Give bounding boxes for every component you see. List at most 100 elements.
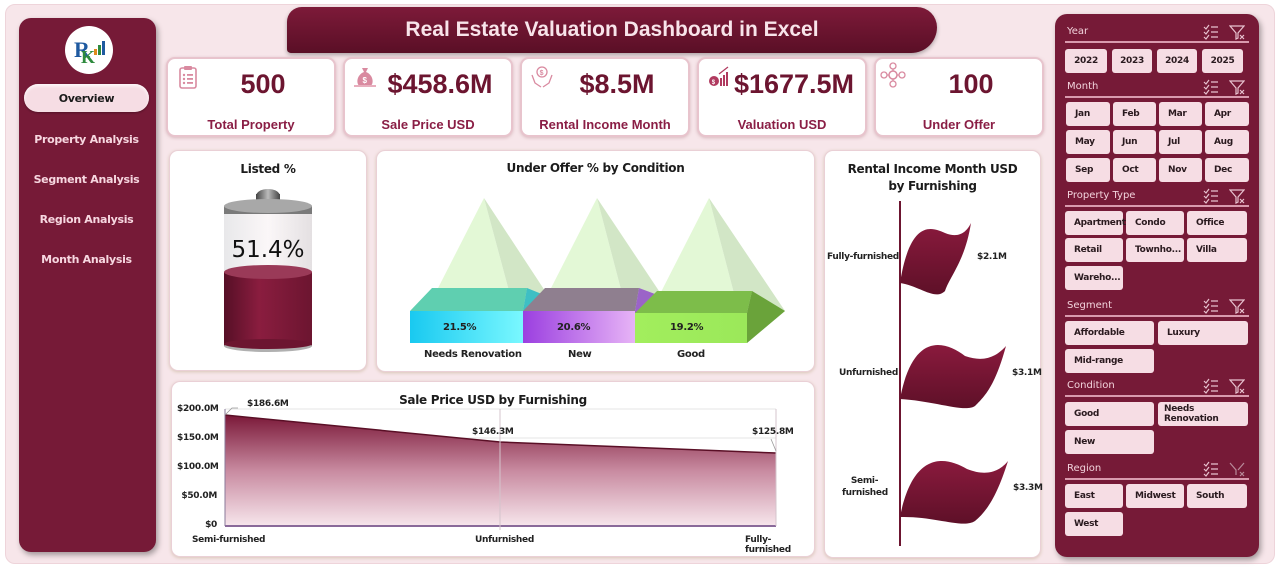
slicer-property-type-header: Property Type [1065,187,1249,207]
kpi-label: Valuation USD [737,117,827,132]
slicer-chip-segment[interactable]: Luxury [1158,321,1248,345]
slicer-chip-property-type[interactable]: Retail [1065,238,1123,262]
slicer-chip-property-type[interactable]: Condo [1126,211,1184,235]
x-tick: Unfurnished [475,535,534,545]
slicer-chip-property-type[interactable]: Wareho... [1065,266,1123,290]
nav-overview[interactable]: Overview [24,84,149,112]
logo-icon: R K [74,37,105,67]
x-tick: Fully-furnished [745,535,791,555]
kpi-label: Total Property [207,117,295,132]
slicer-chip-month[interactable]: Aug [1205,130,1249,154]
slicer-chip-property-type[interactable]: Townho... [1126,238,1184,262]
nav-month-analysis[interactable]: Month Analysis [41,252,132,266]
clear-filter-icon[interactable] [1229,461,1245,477]
slicer-chip-month[interactable]: Sep [1066,158,1110,182]
page-title: Real Estate Valuation Dashboard in Excel [287,7,937,53]
category-label: Needs Renovation [424,349,522,360]
slicer-chip-month[interactable]: May [1066,130,1110,154]
multi-select-icon[interactable] [1203,24,1219,40]
clear-filter-icon[interactable] [1229,79,1245,95]
y-tick: $0 [205,520,217,530]
multi-select-icon[interactable] [1203,461,1219,477]
slicer-condition-label: Condition [1067,380,1115,391]
under-offer-by-condition-chart: Under Offer % by Condition 21.5% 20.6% 1… [376,150,815,372]
slicer-chip-property-type[interactable]: Villa [1187,238,1247,262]
svg-text:$: $ [540,70,544,77]
sale-price-by-furnishing-chart: Sale Price USD by Furnishing $200.0M $15… [171,381,815,557]
slicer-segment-label: Segment [1067,300,1112,311]
slicer-chip-month[interactable]: Jan [1066,102,1110,126]
kpi-value: $1677.5M [733,69,855,99]
slicer-chip-month[interactable]: Feb [1113,102,1156,126]
multi-select-icon[interactable] [1203,79,1219,95]
slicer-chip-year[interactable]: 2025 [1202,49,1243,73]
nav-property-analysis[interactable]: Property Analysis [34,132,139,146]
slicer-chip-year[interactable]: 2023 [1112,49,1152,73]
multi-select-icon[interactable] [1203,298,1219,314]
slicer-chip-segment[interactable]: Mid-range [1065,349,1154,373]
nav-region-analysis[interactable]: Region Analysis [39,212,134,226]
slicer-chip-month[interactable]: Dec [1205,158,1249,182]
clipboard-checklist-icon [179,66,197,89]
chart-title: Under Offer % by Condition [506,161,685,175]
svg-text:$: $ [712,80,716,86]
bar-value-label: $3.3M [1013,483,1043,493]
clear-filter-icon[interactable] [1229,188,1245,204]
category-label: Semi-furnished [842,476,888,498]
kpi-card-under-offer: 100 Under Offer [874,57,1044,137]
slicer-chip-condition[interactable]: Good [1065,402,1154,426]
rental-income-by-furnishing-chart: Rental Income Month USD by Furnishing Fu… [824,150,1043,558]
filter-slicer-panel: Year 2022 2023 2024 2025 Month Jan Feb M… [1055,14,1259,557]
point-value-label: $186.6M [247,399,289,409]
slicer-chip-condition[interactable]: Needs Renovation [1158,402,1248,426]
money-bag-icon: $ [354,68,376,87]
slicer-chip-month[interactable]: Apr [1205,102,1249,126]
slicer-chip-month[interactable]: Mar [1159,102,1202,126]
kpi-label: Sale Price USD [381,117,475,132]
point-value-label: $125.8M [752,427,794,437]
slicer-chip-month[interactable]: Jun [1113,130,1156,154]
y-tick: $100.0M [177,462,219,472]
chart-title: Sale Price USD by Furnishing [399,393,587,407]
slicer-chip-region[interactable]: West [1065,512,1123,536]
slicer-segment-header: Segment [1065,297,1249,317]
multi-select-icon[interactable] [1203,378,1219,394]
slicer-chip-segment[interactable]: Affordable [1065,321,1154,345]
slicer-chip-property-type[interactable]: Office [1187,211,1247,235]
kpi-value: 500 [240,69,286,99]
slicer-year-label: Year [1067,26,1089,37]
slicer-chip-condition[interactable]: New [1065,430,1154,454]
y-tick: $200.0M [177,404,219,414]
clear-filter-icon[interactable] [1229,24,1245,40]
slicer-chip-region[interactable]: South [1187,484,1247,508]
svg-text:K: K [81,47,95,67]
svg-text:R: R [74,37,91,62]
clear-filter-icon[interactable] [1229,378,1245,394]
bar-value-label: 21.5% [443,322,477,333]
category-label: New [568,349,592,360]
slicer-chip-month[interactable]: Jul [1159,130,1202,154]
slicer-property-type-label: Property Type [1067,190,1136,201]
slicer-condition-header: Condition [1065,377,1249,397]
slicer-chip-year[interactable]: 2024 [1157,49,1197,73]
flag-chart [899,201,1008,546]
slicer-chip-region[interactable]: Midwest [1126,484,1184,508]
slicer-region-label: Region [1067,463,1102,474]
clear-filter-icon[interactable] [1229,298,1245,314]
network-nodes-icon [880,62,906,88]
slicer-month-label: Month [1067,81,1099,92]
slicer-chip-property-type[interactable]: Apartment [1065,211,1126,235]
listed-percent-value: 51.4% [231,237,305,263]
kpi-value: 100 [948,69,994,99]
slicer-chip-month[interactable]: Oct [1113,158,1156,182]
nav-segment-analysis[interactable]: Segment Analysis [33,172,140,186]
kpi-card-rental-income: $ $8.5M Rental Income Month [520,57,690,137]
slicer-chip-region[interactable]: East [1065,484,1123,508]
kpi-card-sale-price: $ $458.6M Sale Price USD [343,57,513,137]
slicer-chip-month[interactable]: Nov [1159,158,1202,182]
slicer-chip-year[interactable]: 2022 [1065,49,1107,73]
multi-select-icon[interactable] [1203,188,1219,204]
y-tick: $150.0M [177,433,219,443]
kpi-card-total-property: 500 Total Property [166,57,336,137]
slicer-month-header: Month [1065,78,1249,98]
